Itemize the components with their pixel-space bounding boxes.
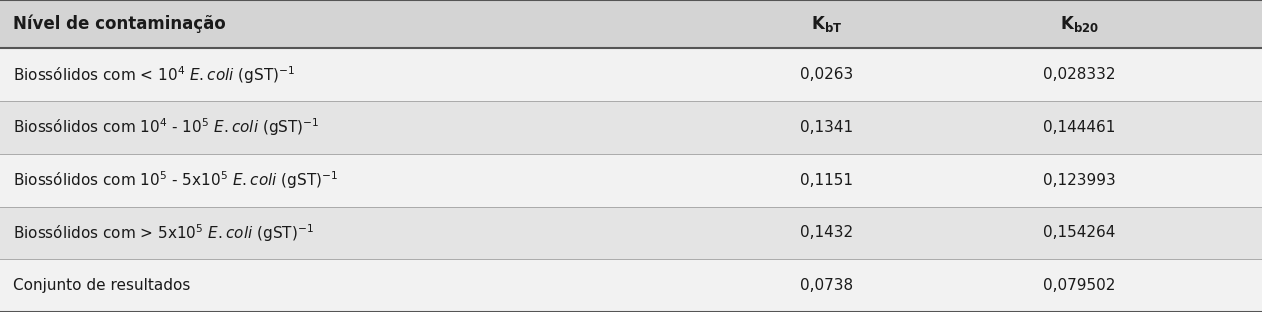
Text: Biossólidos com 10$^{4}$ - 10$^{5}$ $\it{E.coli}$ (gST)$^{-1}$: Biossólidos com 10$^{4}$ - 10$^{5}$ $\it…	[13, 117, 319, 138]
Text: K$_{\mathregular{b20}}$: K$_{\mathregular{b20}}$	[1060, 14, 1098, 34]
Bar	[0, 259, 1262, 312]
Text: Biossólidos com < 10$^{4}$ $\it{E.coli}$ (gST)$^{-1}$: Biossólidos com < 10$^{4}$ $\it{E.coli}$…	[13, 64, 295, 85]
Bar	[0, 48, 1262, 101]
Text: 0,0738: 0,0738	[800, 278, 853, 293]
Text: Biossólidos com > 5x10$^{5}$ $\it{E.coli}$ (gST)$^{-1}$: Biossólidos com > 5x10$^{5}$ $\it{E.coli…	[13, 222, 313, 244]
Bar	[0, 154, 1262, 207]
Text: Biossólidos com 10$^{5}$ - 5x10$^{5}$ $\it{E.coli}$ (gST)$^{-1}$: Biossólidos com 10$^{5}$ - 5x10$^{5}$ $\…	[13, 169, 338, 191]
Bar	[0, 207, 1262, 259]
Text: 0,028332: 0,028332	[1042, 67, 1116, 82]
Text: 0,154264: 0,154264	[1042, 225, 1116, 241]
Bar	[0, 101, 1262, 154]
Text: 0,1432: 0,1432	[800, 225, 853, 241]
Text: Conjunto de resultados: Conjunto de resultados	[13, 278, 191, 293]
Text: 0,144461: 0,144461	[1042, 120, 1116, 135]
Bar	[0, 0, 1262, 48]
Text: 0,123993: 0,123993	[1042, 173, 1116, 188]
Text: 0,1151: 0,1151	[800, 173, 853, 188]
Text: 0,079502: 0,079502	[1042, 278, 1116, 293]
Text: 0,1341: 0,1341	[800, 120, 853, 135]
Text: 0,0263: 0,0263	[800, 67, 853, 82]
Text: K$_{\mathregular{bT}}$: K$_{\mathregular{bT}}$	[811, 14, 842, 34]
Text: Nível de contaminação: Nível de contaminação	[13, 15, 226, 33]
